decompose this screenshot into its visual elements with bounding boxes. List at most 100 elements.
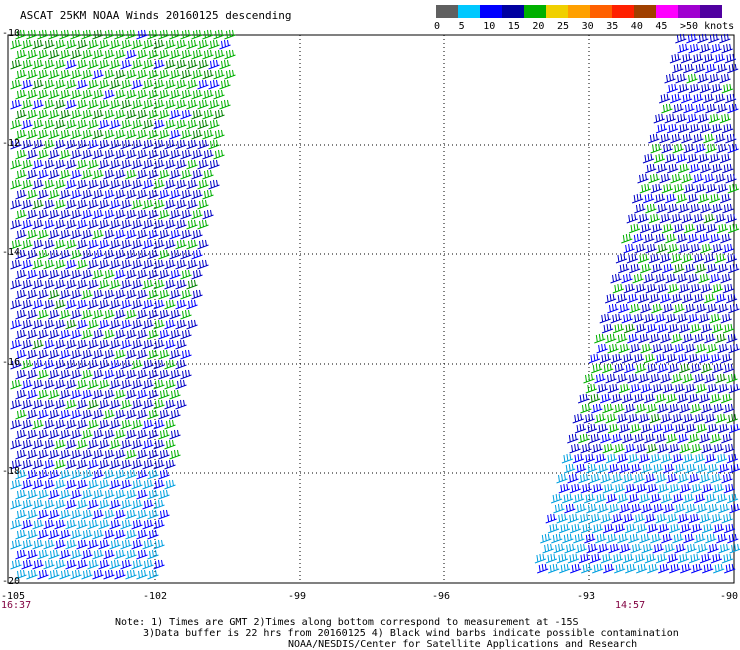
wind-barb (103, 369, 115, 380)
wind-barb (147, 569, 159, 580)
wind-barb (164, 239, 176, 250)
lon-label: -99 (288, 591, 306, 602)
wind-barb (131, 539, 143, 550)
wind-barb (727, 143, 739, 154)
wind-barb (589, 553, 602, 564)
wind-barb (65, 279, 77, 290)
wind-barb (136, 109, 148, 120)
wind-barb (164, 259, 176, 270)
wind-barb (120, 479, 132, 490)
wind-barb (639, 183, 651, 194)
wind-barb (32, 199, 44, 210)
wind-barb (687, 233, 699, 244)
wind-barb (147, 49, 159, 60)
wind-barb (76, 499, 88, 510)
wind-barb (21, 279, 33, 290)
wind-barb (92, 109, 104, 120)
wind-barb (32, 399, 44, 410)
wind-barb (662, 343, 674, 354)
wind-barb (26, 389, 38, 400)
wind-barb (699, 553, 712, 564)
wind-barb (725, 133, 737, 144)
wind-barb (87, 219, 99, 230)
wind-barb (120, 319, 132, 330)
wind-barb (686, 153, 699, 164)
wind-barb (26, 369, 38, 380)
wind-barb (635, 363, 647, 374)
wind-barb (136, 89, 148, 100)
wind-barb (131, 159, 143, 170)
wind-barb (103, 89, 115, 100)
wind-barb (158, 169, 170, 180)
wind-barb (186, 119, 198, 130)
wind-barb (706, 343, 718, 354)
wind-barb (710, 43, 722, 54)
wind-barb (664, 73, 676, 84)
wind-barb (32, 379, 44, 390)
wind-barb (611, 513, 623, 524)
wind-barb (21, 519, 33, 530)
wind-barb (103, 169, 115, 180)
wind-barb (147, 269, 159, 280)
wind-barb (76, 39, 88, 50)
wind-barb (65, 399, 77, 410)
wind-barb (98, 519, 110, 530)
wind-barb (605, 453, 618, 464)
wind-barb (142, 259, 154, 270)
wind-barb (10, 79, 22, 90)
wind-barb (720, 313, 732, 324)
wind-barb (714, 133, 726, 144)
wind-barb (48, 489, 60, 500)
wind-barb (103, 489, 115, 500)
wind-barb (677, 43, 689, 54)
wind-barb (711, 243, 723, 254)
wind-barb (70, 329, 82, 340)
wind-barb (613, 523, 626, 534)
wind-barb (26, 349, 38, 360)
wind-barb (658, 93, 671, 104)
wind-barb (642, 153, 655, 164)
wind-barb (98, 139, 110, 150)
wind-barb (657, 403, 669, 414)
wind-barb (675, 73, 687, 84)
wind-barb (158, 489, 170, 500)
wind-barb (635, 443, 647, 454)
wind-barb (705, 63, 717, 74)
wind-barb (109, 39, 121, 50)
wind-barb (676, 313, 688, 324)
wind-barb (32, 239, 44, 250)
wind-barb (709, 313, 721, 324)
wind-barb (714, 173, 726, 184)
wind-barb (202, 129, 214, 140)
wind-barb (551, 533, 563, 544)
wind-barb (92, 289, 104, 300)
colorbar-swatch (678, 5, 700, 18)
wind-barb (114, 509, 126, 520)
wind-barb (680, 563, 692, 574)
wind-barb (608, 503, 620, 514)
wind-barb (213, 49, 225, 60)
wind-barb (92, 449, 104, 460)
wind-barb (125, 489, 137, 500)
wind-barb (191, 149, 203, 160)
wind-barb (147, 509, 159, 520)
wind-barb (65, 79, 77, 90)
wind-barb (54, 59, 66, 70)
wind-barb (607, 343, 619, 354)
wind-barb (717, 303, 729, 314)
wind-barb (153, 319, 165, 330)
wind-barb (21, 459, 33, 470)
wind-barb (630, 543, 642, 554)
wind-barb (92, 429, 104, 440)
wind-barb (147, 429, 159, 440)
wind-barb (180, 369, 192, 380)
wind-barb (534, 553, 547, 564)
wind-barb (65, 499, 77, 510)
wind-barb (676, 233, 688, 244)
wind-barb (120, 219, 132, 230)
wind-barb (120, 239, 132, 250)
wind-barb (43, 239, 55, 250)
wind-barb (109, 459, 121, 470)
wind-barb (637, 173, 649, 184)
wind-barb (54, 279, 66, 290)
